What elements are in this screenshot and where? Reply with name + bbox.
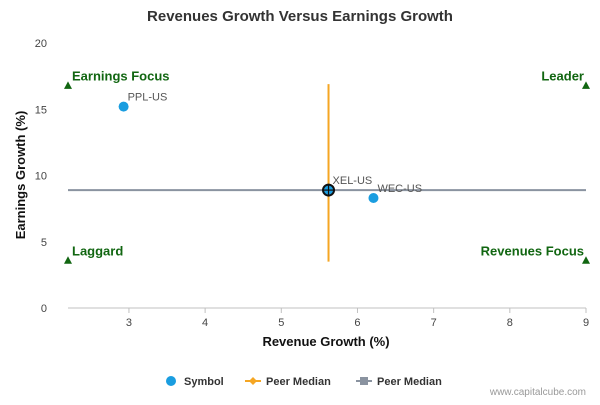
quadrant-label: Leader xyxy=(541,68,584,83)
quadrant-marker xyxy=(582,81,590,89)
x-tick-label: 9 xyxy=(583,317,589,329)
x-tick-label: 5 xyxy=(278,317,284,329)
y-tick-label: 15 xyxy=(35,104,47,116)
legend-diamond-marker xyxy=(249,377,257,385)
quadrant-label: Revenues Focus xyxy=(481,243,584,258)
legend-label: Peer Median xyxy=(266,376,331,388)
credit-text: www.capitalcube.com xyxy=(489,387,586,398)
y-axis-title: Earnings Growth (%) xyxy=(13,111,28,240)
x-tick-label: 7 xyxy=(431,317,437,329)
data-point xyxy=(118,101,129,112)
x-axis-title: Revenue Growth (%) xyxy=(262,334,389,349)
quadrant-marker xyxy=(64,81,72,89)
legend-symbol-marker xyxy=(166,376,176,386)
legend: Symbol Peer Median Peer Median xyxy=(166,376,442,388)
legend-square-marker xyxy=(360,377,368,385)
data-point-label: WEC-US xyxy=(377,183,422,195)
x-axis-ticks: 3 4 5 6 7 8 9 xyxy=(126,308,589,329)
data-points: PPL-US XEL-US WEC-US xyxy=(118,92,422,204)
y-tick-label: 0 xyxy=(41,303,47,315)
y-axis-ticks: 0 5 10 15 20 xyxy=(35,38,47,315)
legend-label: Peer Median xyxy=(377,376,442,388)
x-tick-label: 3 xyxy=(126,317,132,329)
chart-title: Revenues Growth Versus Earnings Growth xyxy=(147,8,453,25)
legend-label: Symbol xyxy=(184,376,224,388)
data-point-label: PPL-US xyxy=(128,92,168,104)
y-tick-label: 10 xyxy=(35,171,47,183)
x-tick-label: 6 xyxy=(354,317,360,329)
data-point-label: XEL-US xyxy=(333,175,373,187)
quadrant-marker xyxy=(582,256,590,264)
data-point xyxy=(368,193,379,204)
y-tick-label: 20 xyxy=(35,38,47,50)
quadrant-label: Laggard xyxy=(72,243,123,258)
y-tick-label: 5 xyxy=(41,237,47,249)
x-tick-label: 8 xyxy=(507,317,513,329)
x-tick-label: 4 xyxy=(202,317,208,329)
quadrant-marker xyxy=(64,256,72,264)
quadrant-labels: Earnings Focus Leader Laggard Revenues Focu… xyxy=(64,68,590,264)
quadrant-label: Earnings Focus xyxy=(72,68,170,83)
